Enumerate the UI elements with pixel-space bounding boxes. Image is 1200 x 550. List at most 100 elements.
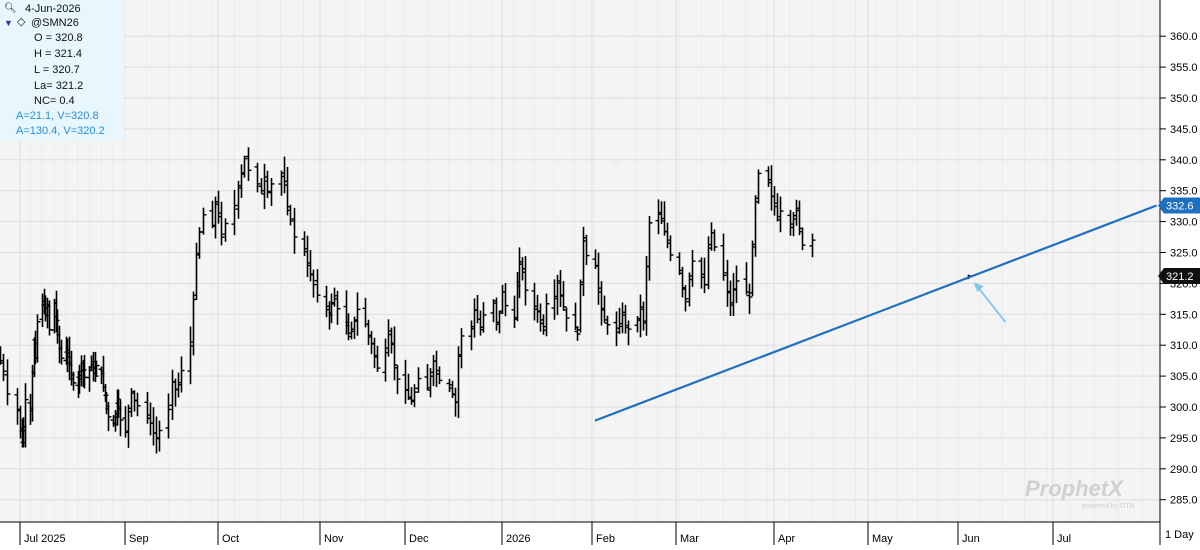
ohlc-bar [689, 249, 696, 287]
x-tick-label: Sep [129, 533, 149, 545]
magnifier-icon[interactable]: 🔍︎ [4, 3, 17, 14]
last-value: La= 321.2 [34, 80, 84, 92]
quote-info-panel: 🔍︎ 4-Jun-2026 ▼ ◇ @SMN26 O = 320.8 H = 3… [0, 0, 124, 140]
ohlc-bar [755, 169, 762, 204]
ohlc-bar [415, 367, 422, 393]
ohlc-bar [218, 201, 225, 246]
logo-text: ProphetX [1025, 476, 1124, 501]
ohlc-bar [733, 265, 740, 304]
ohlc-bar [222, 218, 229, 242]
ohlc-bar [746, 283, 753, 314]
x-tick-label: Feb [596, 533, 615, 545]
ohlc-bar [70, 371, 77, 391]
ohlc-bar [777, 196, 784, 233]
ohlc-bar [0, 353, 7, 382]
ohlc-bar [241, 155, 248, 178]
y-tick-label: 300.0 [1170, 402, 1198, 414]
ohlc-bar [34, 314, 41, 363]
ohlc-bar [563, 307, 570, 332]
logo-subtext: powered by DTN [1082, 503, 1135, 510]
trendline [594, 204, 1157, 422]
prophetx-logo: ProphetX powered by DTN [1025, 476, 1135, 510]
ohlc-bar [178, 356, 185, 393]
x-tick-label: Apr [778, 533, 795, 545]
quote-date: 4-Jun-2026 [25, 3, 81, 15]
y-tick-label: 315.0 [1170, 309, 1198, 321]
ohlc-bar [268, 177, 275, 206]
ohlc-bar [809, 233, 816, 258]
collapse-triangle-icon[interactable]: ▼ [4, 18, 13, 28]
ohlc-bar [231, 189, 238, 236]
y-tick-label: 360.0 [1170, 31, 1198, 43]
net-change-value: NC= 0.4 [34, 95, 75, 107]
interval-label: 1 Day [1165, 529, 1194, 541]
ohlc-bar [543, 293, 550, 337]
ohlc-bar [411, 384, 418, 408]
low-value: L = 320.7 [34, 64, 80, 76]
y-tick-label: 345.0 [1170, 124, 1198, 136]
ohlc-bar [134, 392, 141, 417]
ohlc-bar [86, 366, 93, 392]
ohlc-bar [287, 204, 294, 226]
ohlc-bar [93, 360, 100, 377]
ohlc-bar [4, 359, 11, 406]
x-tick-label: Nov [324, 533, 344, 545]
y-tick-label: 310.0 [1170, 340, 1198, 352]
ohlc-bar [711, 229, 718, 252]
x-tick-label: 2026 [506, 533, 530, 545]
x-tick-label: May [872, 533, 893, 545]
ohlc-bar [374, 345, 381, 372]
symbol-label: @SMN26 [31, 17, 79, 29]
arrow-head [973, 282, 984, 293]
ohlc-bar [105, 401, 112, 432]
y-tick-label: 330.0 [1170, 217, 1198, 229]
y-tick-label: 325.0 [1170, 248, 1198, 260]
ohlc-bar [480, 302, 487, 333]
ohlc-bar [254, 162, 261, 193]
x-tick-label: Jun [962, 533, 980, 545]
y-tick-label: 335.0 [1170, 186, 1198, 198]
y-tick-label: 290.0 [1170, 464, 1198, 476]
price-tag: 332.6 [1158, 197, 1200, 214]
study-readout-1: A=21.1, V=320.8 [16, 110, 99, 122]
study-readout-2: A=130.4, V=320.2 [16, 125, 105, 137]
ohlc-bar [245, 147, 252, 181]
ohlc-bar [22, 383, 29, 448]
ohlc-bar [117, 399, 124, 437]
ohlc-bar [583, 234, 590, 266]
ohlc-bar [58, 339, 65, 365]
ohlc-bar [200, 207, 207, 235]
ohlc-bar [458, 328, 465, 369]
y-tick-label: 295.0 [1170, 433, 1198, 445]
ohlc-bar [720, 233, 727, 281]
x-tick-label: Mar [680, 533, 699, 545]
ohlc-bar [334, 290, 341, 325]
price-tag-bg [1158, 197, 1200, 214]
ohlc-bar [604, 315, 611, 335]
ohlc-bar [291, 207, 298, 254]
price-tag-label: 332.6 [1166, 201, 1194, 213]
ohlc-bar [354, 292, 361, 336]
ohlc-bar [394, 365, 401, 395]
ohlc-bar [436, 366, 443, 385]
ohlc-bar [667, 235, 674, 262]
y-tick-label: 355.0 [1170, 62, 1198, 74]
arrow-shaft [974, 283, 1007, 323]
x-tick-label: Jul [1057, 533, 1071, 545]
ohlc-bar [522, 256, 529, 306]
diamond-icon: ◇ [17, 16, 26, 28]
ohlc-bar [646, 215, 653, 281]
ohlc-bar [560, 281, 567, 311]
ohlc-bar [682, 285, 689, 312]
ohlc-bar [625, 320, 632, 346]
ohlc-bar [391, 326, 398, 381]
y-tick-label: 340.0 [1170, 155, 1198, 167]
ohlc-bar [264, 170, 271, 198]
ohlc-bar [165, 393, 172, 439]
high-value: H = 321.4 [34, 48, 83, 60]
ohlc-bar [502, 283, 509, 317]
x-tick-label: Oct [222, 533, 239, 545]
open-value: O = 320.8 [34, 32, 83, 44]
